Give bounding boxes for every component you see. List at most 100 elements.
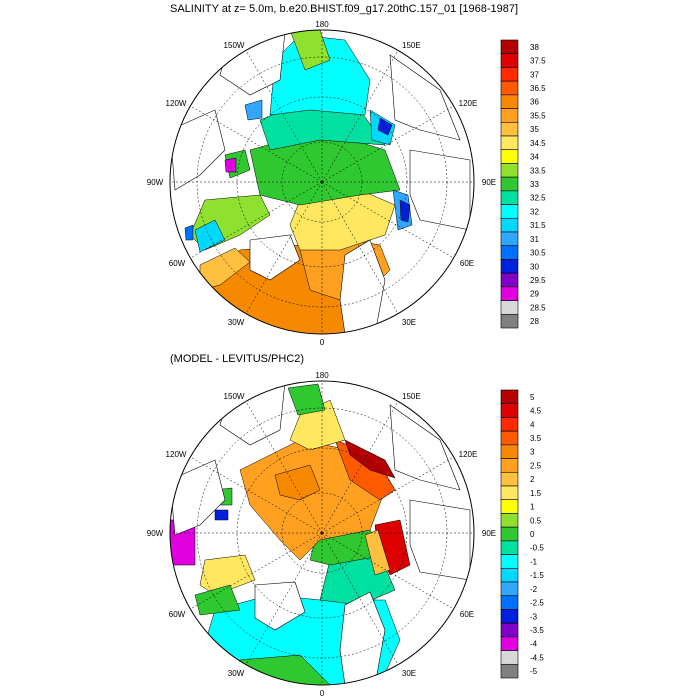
colorbar-tick-label: 35.5 (530, 111, 546, 120)
map-border (169, 29, 475, 335)
colorbar-swatch (500, 163, 519, 178)
contour-region (399, 199, 411, 223)
colorbar-swatch (500, 499, 519, 514)
colorbar-tick-label: 29 (530, 290, 539, 299)
colorbar-swatch (500, 485, 519, 501)
lon-label-60e: 60E (460, 259, 474, 268)
colorbar-tick-label: 0 (530, 530, 535, 539)
colorbar-swatch (500, 259, 519, 274)
lon-label-150e: 150E (402, 41, 421, 50)
salinity-map: 180 150E 150W 120W 120E 90W 90E 60W 60E … (147, 20, 496, 347)
land-scandinavia (339, 239, 386, 334)
colorbar-swatch (500, 204, 519, 219)
colorbar-swatch (500, 513, 519, 528)
colorbar-salinity: 38 37.5 37 36.5 36 35.5 35 34.5 34 33.5 33 32.5 32 31… (500, 39, 546, 329)
colorbar-tick-label: 28 (530, 317, 539, 326)
colorbar-swatch (500, 622, 519, 638)
land-siberia-west (409, 149, 471, 231)
colorbar-swatch (500, 526, 519, 542)
colorbar-tick-label: 32 (530, 207, 539, 216)
lon-label-60w: 60W (169, 259, 186, 268)
contour-region (287, 383, 326, 416)
land-scandinavia (339, 591, 386, 685)
colorbar-tick-label: 30 (530, 262, 539, 271)
contour-region (344, 439, 396, 479)
colorbar-difference: 5 4.5 4 3.5 3 2.5 2 1.5 1 0.5 0 -0.5 -1 -1.5 -2 -2.5 -3 -… (500, 389, 544, 679)
colorbar-tick-label: 36 (530, 98, 539, 107)
contour-region (214, 509, 229, 521)
colorbar-tick-label: -1 (530, 557, 538, 566)
lon-label-30w: 30W (228, 669, 245, 678)
colorbar-tick-label: 37.5 (530, 57, 546, 66)
lon-label-0: 0 (320, 338, 325, 347)
colorbar-tick-label: 0.5 (530, 516, 542, 525)
lon-label-90e: 90E (482, 529, 496, 538)
colorbar-tick-label: 36.5 (530, 84, 546, 93)
map-border (169, 380, 475, 686)
lon-label-30w: 30W (228, 318, 245, 327)
colorbar-tick-label: -4 (530, 640, 538, 649)
colorbar-swatch (500, 444, 519, 459)
colorbar-swatch (500, 94, 519, 109)
top-panel-title: SALINITY at z= 5.0m, b.e20.BHIST.f09_g17… (170, 3, 519, 15)
colorbar-swatch (500, 313, 519, 329)
colorbar-swatch (500, 636, 519, 651)
colorbar-tick-label: 38 (530, 43, 539, 52)
lon-label-90w: 90W (147, 178, 164, 187)
colorbar-tick-label: 32.5 (530, 194, 546, 203)
colorbar-tick-label: -2.5 (530, 599, 544, 608)
colorbar-tick-label: 34 (530, 153, 539, 162)
colorbar-swatch (500, 121, 519, 137)
colorbar-swatch (500, 190, 519, 205)
colorbar-tick-label: 35 (530, 125, 539, 134)
colorbar-tick-label: 4.5 (530, 407, 542, 416)
colorbar-swatch (500, 176, 519, 192)
colorbar-tick-label: 34.5 (530, 139, 546, 148)
colorbar-swatch (500, 417, 519, 432)
lon-label-30e: 30E (402, 318, 416, 327)
colorbar-tick-label: 31 (530, 235, 539, 244)
colorbar-swatch (500, 430, 519, 446)
colorbar-tick-label: 5 (530, 393, 535, 402)
colorbar-swatch (500, 231, 519, 247)
colorbar-tick-label: 4 (530, 420, 535, 429)
lon-label-120w: 120W (166, 450, 187, 459)
colorbar-tick-label: -2 (530, 585, 538, 594)
lon-label-0: 0 (320, 689, 325, 698)
colorbar-swatch (500, 595, 519, 610)
colorbar-tick-label: 2.5 (530, 461, 542, 470)
lon-label-60e: 60E (460, 610, 474, 619)
colorbar-tick-label: -4.5 (530, 653, 544, 662)
lon-label-30e: 30E (402, 669, 416, 678)
contour-region (184, 224, 194, 241)
colorbar-swatch (500, 581, 519, 597)
lon-label-120w: 120W (166, 99, 187, 108)
lon-label-180: 180 (315, 371, 329, 380)
lon-label-150w: 150W (224, 392, 245, 401)
colorbar-swatch (500, 272, 519, 288)
colorbar-swatch (500, 149, 519, 164)
colorbar-swatch (500, 609, 519, 624)
colorbar-tick-label: 31.5 (530, 221, 546, 230)
colorbar-swatch (500, 286, 519, 301)
colorbar-swatch (500, 67, 519, 82)
colorbar-swatch (500, 663, 519, 679)
colorbar-tick-label: -5 (530, 667, 538, 676)
colorbar-swatch (500, 53, 519, 68)
contour-region (244, 99, 263, 121)
salinity-difference-map: 180 150E 150W 120W 120E 90W 90E 60W 60E … (147, 371, 496, 698)
contour-region (289, 399, 346, 451)
colorbar-tick-label: -3.5 (530, 626, 544, 635)
contour-region (274, 464, 321, 501)
colorbar-tick-label: 3 (530, 448, 535, 457)
colorbar-swatch (500, 135, 519, 151)
contour-region (199, 554, 256, 596)
lon-label-90e: 90E (482, 178, 496, 187)
lon-label-180: 180 (315, 20, 329, 29)
colorbar-tick-label: 1 (530, 503, 535, 512)
lon-label-120e: 120E (459, 450, 478, 459)
contour-region (194, 219, 226, 253)
colorbar-swatch (500, 403, 519, 418)
colorbar-swatch (500, 245, 519, 260)
